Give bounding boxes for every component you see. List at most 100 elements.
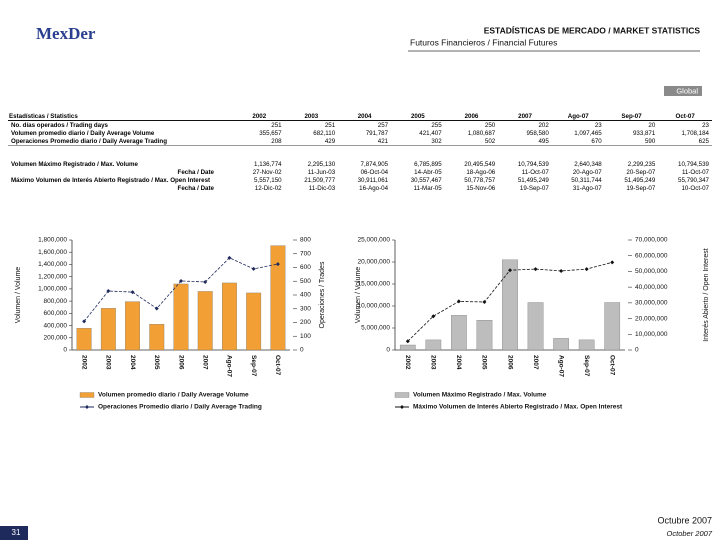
y2-tick-label: 200 [300,319,311,326]
x-tick-label: 2004 [129,355,136,370]
table-cell: 429 [324,137,336,145]
x-tick-label: Sep-07 [583,355,590,377]
y2-tick-label: 40,000,000 [635,284,668,291]
table-header-cell: 2007 [498,113,552,121]
x-tick-label: 2003 [430,355,437,370]
table-cell: 1,136,774 [234,145,285,168]
table-cell: 355,657 [259,129,282,137]
bar [270,245,286,351]
y2-tick-label: 10,000,000 [635,331,668,338]
table-cell: 625 [698,137,709,145]
legend-marker [400,405,404,409]
row-label: Máximo Volumen de Interés Abierto Regist… [11,176,211,184]
y2-tick-label: 20,000,000 [635,315,668,322]
table-cell: 502 [484,137,496,145]
table-cell: 11-Dic-03 [308,184,336,192]
table-row: Máximo Volumen de Interés Abierto Regist… [8,176,712,184]
bar [578,339,595,351]
table-row: No. días operados / Trading days 251 251 25… [8,121,712,130]
table-cell: 302 [431,137,442,145]
legend-marker [85,405,89,409]
table-cell: 15-Nov-06 [466,184,496,192]
table-cell: 251 [324,121,336,129]
table-cell: 2,295,130 [284,145,339,168]
page-subtitle: Futuros Financieros / Financial Futures [410,37,557,47]
y2-tick-label: 60,000,000 [635,252,668,259]
table-cell: 11-Mar-05 [413,184,442,192]
table-cell: 23 [702,121,709,129]
tag: Global [676,86,698,95]
row-label: Volumen promedio diario / Daily Average … [11,129,155,137]
y2-tick-label: 800 [300,237,311,244]
x-tick-label: 2002 [404,355,411,370]
table-cell: 20 [648,121,656,129]
y2-tick-label: 70,000,000 [635,237,668,244]
table-header-cell: Estadísticas / Statistics [8,113,234,121]
table-cell: 7,874,905 [338,145,392,168]
table-header-cell: 2005 [391,113,445,121]
table-cell: 257 [377,121,389,129]
stats-table: Estadísticas / Statistics 2002 2003 2004 200… [8,113,712,192]
table-cell: 1,097,465 [574,129,602,137]
legend-swatch [394,392,410,398]
y-tick-label: 20,000,000 [357,259,390,266]
legend-label: Volumen Máximo Registrado / Max. Volume [413,392,547,399]
table-cell: 421,407 [419,129,442,137]
table-cell: 250 [484,121,496,129]
y-tick-label: 600,000 [44,310,68,317]
table-row: Volumen promedio diario / Daily Average … [8,129,712,137]
table-cell: 06-Oct-04 [360,168,389,176]
table-cell: 251 [271,121,282,129]
y2-tick-label: 700 [300,250,311,257]
y2-tick-label: 0 [635,347,639,354]
table-cell: 6,785,895 [391,145,445,168]
table-cell: 19-Sep-07 [626,184,656,192]
bar [476,319,493,351]
line-marker [179,278,183,283]
x-tick-label: 2006 [177,355,184,370]
y-tick-label: 200,000 [44,334,68,341]
table-cell: 20-Sep-07 [626,168,656,176]
table-cell: 421 [377,137,389,145]
y-tick-label: 1,200,000 [38,273,67,280]
y2-tick-label: 50,000,000 [635,268,668,275]
stats-table-wrap: Estadísticas / Statistics 2002 2003 2004 200… [8,113,712,192]
y-tick-label: 1,600,000 [38,249,67,256]
bar [399,344,416,351]
table-cell: 202 [538,121,549,129]
bar [100,308,116,351]
y-tick-label: 400,000 [44,322,68,329]
line-marker [227,255,232,260]
x-tick-label: Oct-07 [609,355,616,376]
x-tick-label: 2004 [455,355,462,370]
bar [222,282,237,351]
x-tick-label: 2006 [506,355,513,370]
bar [197,291,213,351]
row-label: Operaciones Promedio diario / Daily Aver… [11,137,167,145]
y-axis-title: Volumen / Volume [355,267,362,324]
line-marker [154,306,159,311]
table-cell: 20,495,549 [444,145,499,168]
x-tick-label: 2002 [80,355,87,370]
legend-label: Máximo Volumen de Interés Abierto Regist… [413,404,623,411]
logo: MexDer [36,24,96,43]
table-cell: 30,557,467 [410,176,442,184]
table-cell: 590 [644,137,656,145]
table-cell: 19-Sep-07 [519,184,549,192]
line-marker [203,279,208,284]
table-cell: 18-Ago-06 [466,168,496,176]
table-cell: 791,787 [365,129,389,137]
table-cell: 21,509,777 [304,176,336,184]
bar [451,315,467,351]
y-tick-label: 5,000,000 [361,325,390,332]
date-es: Octubre 2007 [657,515,712,525]
line-marker [275,262,280,267]
table-cell: 2,299,235 [604,145,659,168]
table-cell: 682,110 [313,129,336,137]
x-tick-label: Ago-07 [226,355,233,377]
table-cell: 1,708,184 [681,129,709,137]
table-row: Fecha / Date 27-Nov-02 11-Jun-03 06-Oct-04 1… [8,168,712,176]
x-tick-label: 2007 [532,355,539,370]
table-cell: 958,580 [526,129,549,137]
